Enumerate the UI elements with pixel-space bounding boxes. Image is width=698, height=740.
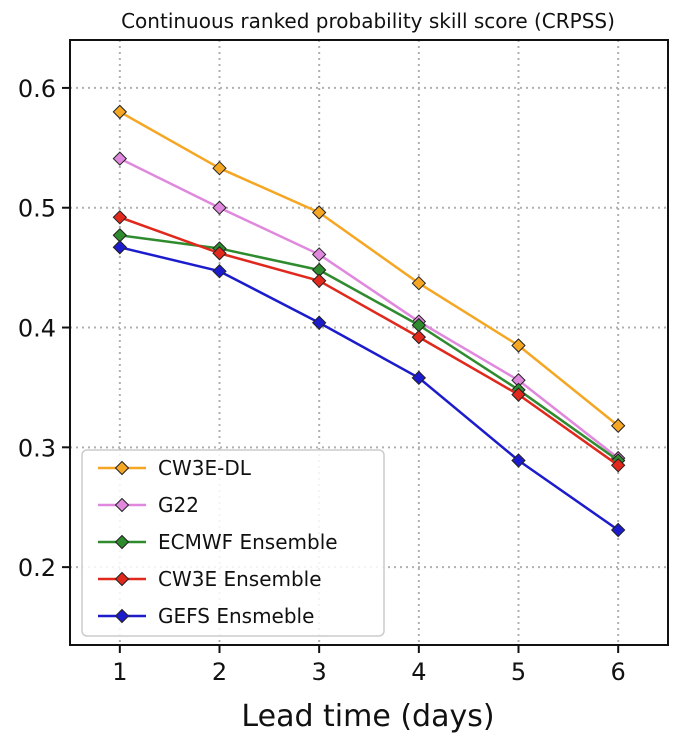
legend-swatch-marker <box>114 497 130 513</box>
y-tick-label: 0.4 <box>18 315 56 343</box>
legend-label: ECMWF Ensemble <box>158 530 338 554</box>
data-point <box>610 418 626 433</box>
legend-item: G22 <box>98 493 199 517</box>
data-point <box>112 151 128 166</box>
legend-box <box>81 449 385 637</box>
series-cw3e-ensemble <box>112 210 626 473</box>
data-point <box>112 210 128 225</box>
data-point <box>311 273 327 289</box>
x-tick-label: 1 <box>112 658 127 686</box>
series-gefs-ensmeble <box>112 240 626 538</box>
data-point <box>212 264 227 279</box>
legend: CW3E-DL G22 ECMWF Ensemble CW3E Ensemble GEF… <box>81 449 385 637</box>
x-tick-label: 5 <box>511 658 526 686</box>
legend-item: ECMWF Ensemble <box>98 530 338 554</box>
legend-swatch-marker <box>114 608 130 624</box>
data-point <box>511 453 526 468</box>
data-point <box>511 338 526 353</box>
y-tick-label: 0.5 <box>18 195 56 223</box>
data-point <box>511 387 526 402</box>
x-tick-label: 2 <box>212 658 227 686</box>
data-point <box>411 275 427 291</box>
legend-label: G22 <box>158 493 199 517</box>
data-point <box>411 329 427 345</box>
legend-item: GEFS Ensmeble <box>98 604 314 628</box>
series-line <box>119 157 619 460</box>
data-point <box>411 370 427 386</box>
legend-label: CW3E-DL <box>158 456 252 480</box>
legend-swatch-marker <box>114 571 130 587</box>
series-line <box>119 110 619 427</box>
data-point <box>311 315 327 330</box>
x-tick-label: 3 <box>312 658 327 686</box>
series-line <box>119 234 619 462</box>
y-tick-label: 0.6 <box>18 75 56 103</box>
legend-item: CW3E-DL <box>98 456 252 480</box>
legend-swatch-marker <box>114 534 130 550</box>
legend-label: GEFS Ensmeble <box>158 604 314 628</box>
data-point <box>212 246 227 261</box>
y-tick-label: 0.3 <box>18 434 56 462</box>
legend-label: CW3E Ensemble <box>158 567 322 591</box>
data-point <box>212 200 227 215</box>
series-line <box>119 216 619 467</box>
series-g22 <box>112 151 626 466</box>
chart-title: Continuous ranked probability skill scor… <box>121 9 615 33</box>
data-point <box>112 240 128 255</box>
series-line <box>119 246 619 532</box>
data-point <box>112 104 128 120</box>
x-tick-label: 6 <box>611 658 626 686</box>
data-point <box>112 228 128 243</box>
plot-frame <box>69 39 669 646</box>
x-axis-label: Lead time (days) <box>241 699 494 734</box>
legend-item: CW3E Ensemble <box>98 567 322 591</box>
y-tick-label: 0.2 <box>18 554 56 582</box>
series-cw3e-dl <box>112 104 626 433</box>
data-point <box>311 205 327 220</box>
axis-ticks: 1 2 3 4 5 6 0.2 0.3 0.4 0.5 0.6 <box>18 75 626 686</box>
data-point <box>610 522 626 538</box>
data-point <box>610 458 626 473</box>
data-point <box>212 160 227 176</box>
series-layer <box>112 104 626 538</box>
data-point <box>311 247 327 262</box>
x-tick-label: 4 <box>411 658 426 686</box>
legend-swatch-marker <box>114 460 130 476</box>
